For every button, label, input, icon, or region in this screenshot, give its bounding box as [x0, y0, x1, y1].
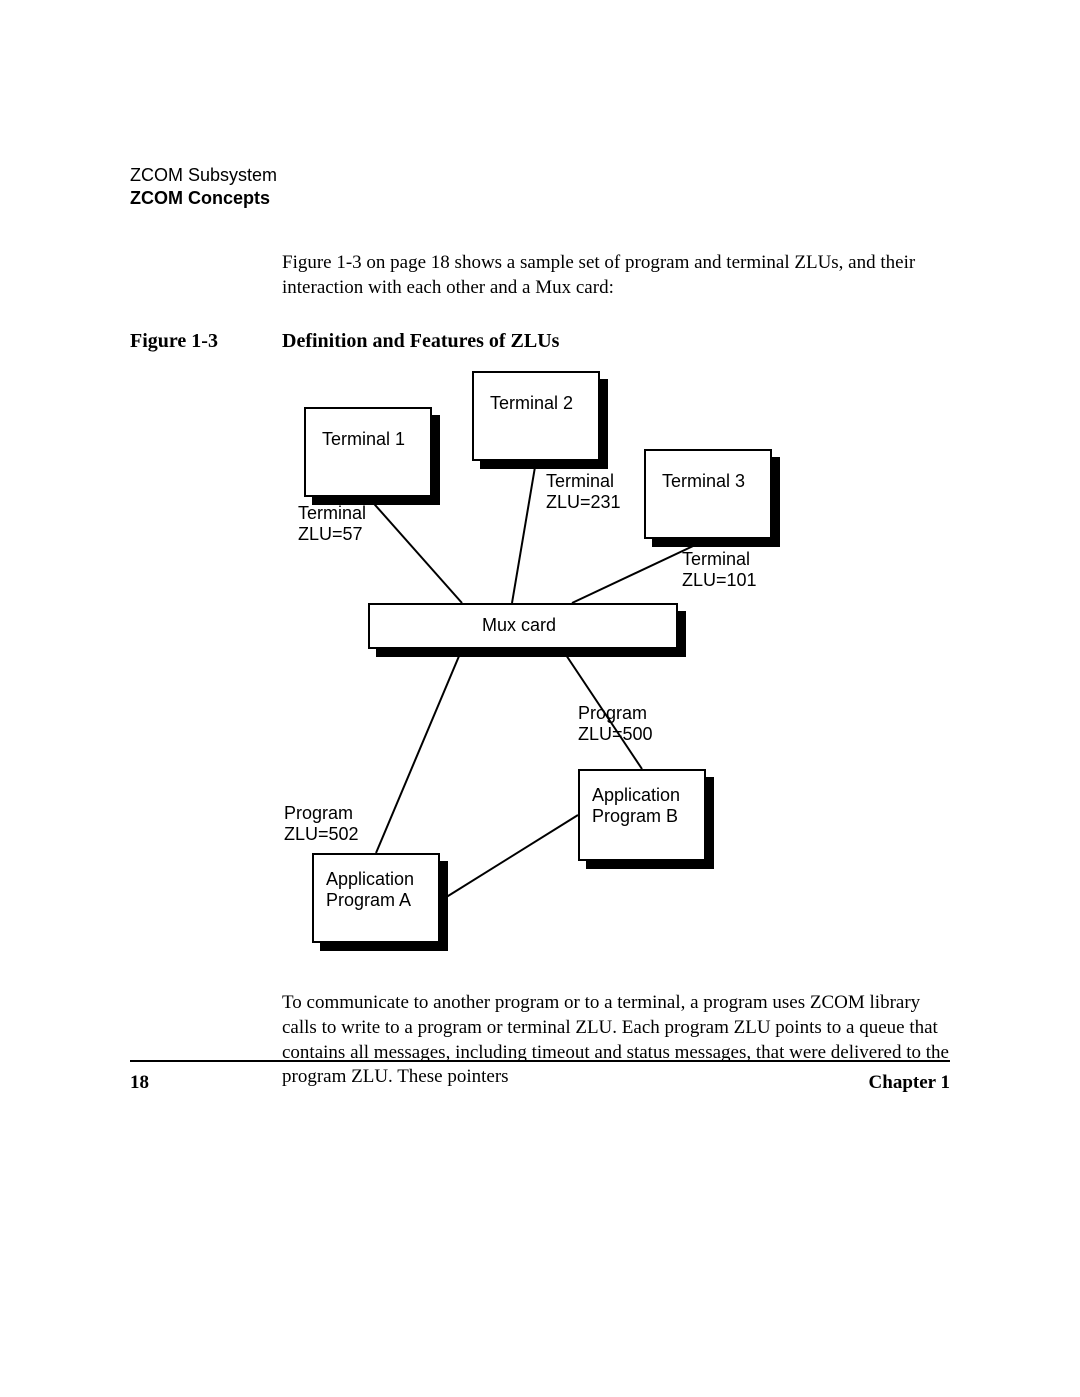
edge-label-zlu57: Terminal ZLU=57 [298, 503, 366, 544]
page-footer: 18 Chapter 1 [130, 1072, 950, 1094]
node-label: Terminal 1 [322, 429, 405, 450]
figure-heading: Figure 1-3 Definition and Features of ZL… [130, 330, 950, 353]
node-label: Mux card [482, 615, 556, 636]
header-subsystem: ZCOM Subsystem [130, 165, 950, 186]
page-number: 18 [130, 1072, 149, 1094]
edge-label-zlu101: Terminal ZLU=101 [682, 549, 757, 590]
edge-label-zlu502: Program ZLU=502 [284, 803, 359, 844]
figure-title: Definition and Features of ZLUs [282, 330, 559, 353]
node-label: Terminal 2 [490, 393, 573, 414]
node-label: Application Program A [326, 869, 414, 910]
node-t1 [304, 407, 432, 497]
edge-label-zlu231: Terminal ZLU=231 [546, 471, 621, 512]
node-label: Terminal 3 [662, 471, 745, 492]
figure-label: Figure 1-3 [130, 330, 282, 353]
zlu-diagram: Terminal 1 Terminal 2 Terminal 3 Mux card Ap… [282, 371, 842, 971]
edge-label-zlu500: Program ZLU=500 [578, 703, 653, 744]
intro-paragraph: Figure 1-3 on page 18 shows a sample set… [282, 251, 950, 300]
node-t3 [644, 449, 772, 539]
header-section: ZCOM Concepts [130, 188, 950, 209]
page-content: ZCOM Subsystem ZCOM Concepts Figure 1-3 … [130, 165, 950, 1090]
chapter-label: Chapter 1 [869, 1072, 950, 1094]
footer-rule [130, 1060, 950, 1062]
node-label: Application Program B [592, 785, 680, 826]
node-t2 [472, 371, 600, 461]
